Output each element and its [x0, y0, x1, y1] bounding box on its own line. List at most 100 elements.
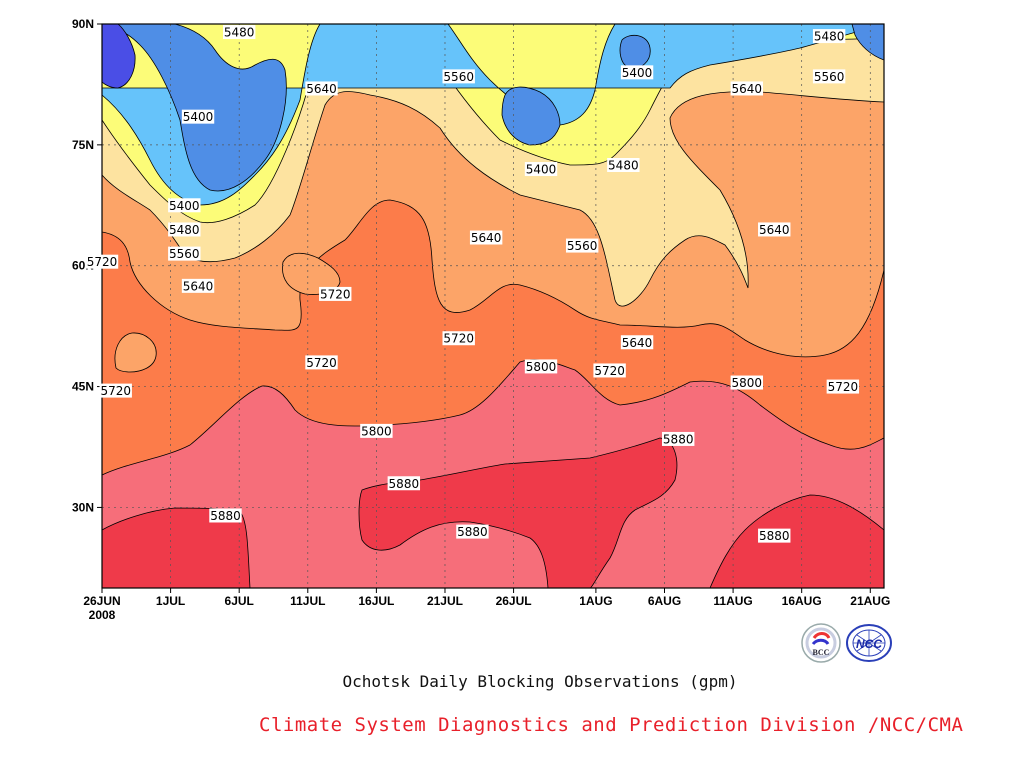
contour-label: 5560 — [443, 70, 474, 84]
grid-lines — [102, 24, 884, 588]
contour-label-bg — [168, 198, 201, 213]
contour-label: 5800 — [361, 424, 392, 438]
chart-caption: Ochotsk Daily Blocking Observations (gpm… — [342, 672, 738, 691]
fill-5880-east — [709, 494, 884, 588]
fill-5640-island-west — [114, 332, 157, 373]
contour-label-bg — [758, 222, 791, 237]
contour-label: 5880 — [389, 477, 420, 491]
x-tick-label: 6JUL — [225, 594, 254, 608]
contour-label: 5640 — [759, 223, 790, 237]
contour-label: 5880 — [663, 432, 694, 446]
x-tick-label: 21AUG — [850, 594, 890, 608]
contour-label-bg — [469, 230, 503, 245]
x-year-label: 2008 — [89, 608, 116, 622]
contour-label: 5400 — [526, 163, 557, 177]
contour-label: 5720 — [87, 255, 118, 269]
y-tick-label: 45N — [72, 380, 94, 394]
contour-label-bg — [826, 379, 860, 394]
contour-label-bg — [387, 476, 421, 491]
contour-label: 5640 — [622, 336, 653, 350]
x-tick-label: 6AUG — [648, 594, 681, 608]
contour-label: 5720 — [828, 380, 859, 394]
contour-label: 5560 — [567, 239, 598, 253]
contour-label-bg — [305, 355, 338, 370]
fill-5320-west — [102, 24, 287, 192]
contour-label-bg — [442, 69, 475, 84]
contour-label: 5880 — [210, 509, 241, 523]
contour-label-bg — [593, 363, 626, 378]
contour-label-bg — [662, 431, 695, 446]
contour-label: 5720 — [594, 364, 625, 378]
x-tick-label: 16AUG — [782, 594, 822, 608]
contour-label-bg — [85, 254, 119, 269]
contour-label: 5480 — [224, 26, 255, 40]
contour-label-bg — [319, 286, 352, 301]
fill-5240 — [102, 24, 136, 89]
contour-label-bg — [360, 423, 393, 438]
contour-label: 5480 — [608, 159, 639, 173]
contour-label: 5640 — [732, 82, 763, 96]
x-tick-label: 26JUL — [496, 594, 532, 608]
contour-label: 5720 — [100, 384, 131, 398]
contour-label: 5400 — [183, 110, 214, 124]
contour-label-bg — [181, 278, 215, 293]
y-tick-label: 30N — [72, 500, 94, 514]
bcc-logo-icon: BCC — [801, 623, 841, 663]
contour-label: 5800 — [526, 360, 557, 374]
contour-label-bg — [565, 238, 599, 253]
contour-label: 5560 — [814, 70, 845, 84]
contour-label-bg — [442, 331, 475, 346]
contour-label-bg — [168, 246, 201, 261]
contour-label: 5640 — [471, 231, 502, 245]
contour-label: 5720 — [320, 287, 351, 301]
contour-label-bg — [730, 375, 764, 390]
ncc-logo-icon: NCC — [846, 624, 892, 662]
fill-5880-center — [358, 437, 678, 588]
contour-label: 5720 — [443, 332, 474, 346]
contour-fills — [102, 24, 884, 588]
contour-label-bg — [181, 109, 215, 124]
contour-label-bg — [730, 81, 764, 96]
plot-frame — [101, 23, 885, 589]
x-tick-label: 1JUL — [156, 594, 185, 608]
contour-label: 5880 — [759, 529, 790, 543]
contour-label-bg — [812, 29, 846, 44]
bcc-logo-text: BCC — [813, 648, 830, 657]
contour-labels: 5480 5560 5640 5400 5400 5400 5480 5480 5560 5640… — [85, 25, 860, 543]
x-tick-label: 1AUG — [579, 594, 612, 608]
x-tick-label: 26JUN — [83, 594, 120, 608]
contour-label-bg — [305, 81, 338, 96]
contour-label-bg — [209, 508, 242, 523]
x-tick-label: 16JUL — [358, 594, 394, 608]
x-tick-label: 11JUL — [290, 594, 325, 608]
contour-label-bg — [812, 69, 846, 84]
contour-label: 5640 — [183, 279, 214, 293]
contour-label-bg — [620, 65, 654, 80]
contour-label: 5880 — [457, 525, 488, 539]
ncc-logo-text: NCC — [856, 637, 882, 651]
contour-label: 5560 — [169, 247, 200, 261]
contour-label-bg — [456, 524, 489, 539]
fill-5320-center — [501, 86, 561, 146]
contour-label-bg — [607, 158, 640, 172]
contour-label: 5400 — [169, 199, 200, 213]
contour-label-bg — [758, 528, 791, 543]
fill-5640-island-july — [282, 252, 341, 295]
credit-line: Climate System Diagnostics and Predictio… — [259, 714, 964, 736]
contour-label: 5640 — [306, 82, 337, 96]
contour-label-bg — [620, 335, 654, 350]
fill-5320-north — [619, 34, 651, 69]
x-tick-label: 11AUG — [713, 594, 752, 608]
contour-label: 5720 — [306, 356, 337, 370]
contour-label-bg — [524, 359, 558, 374]
contour-label: 5800 — [732, 376, 763, 390]
y-tick-label: 75N — [72, 138, 94, 152]
contour-label-bg — [524, 162, 558, 177]
contour-label: 5480 — [169, 223, 200, 237]
y-tick-label: 90N — [72, 17, 94, 31]
contour-label-bg — [168, 222, 201, 237]
contour-label: 5400 — [622, 66, 653, 80]
contour-label-bg — [222, 25, 256, 40]
